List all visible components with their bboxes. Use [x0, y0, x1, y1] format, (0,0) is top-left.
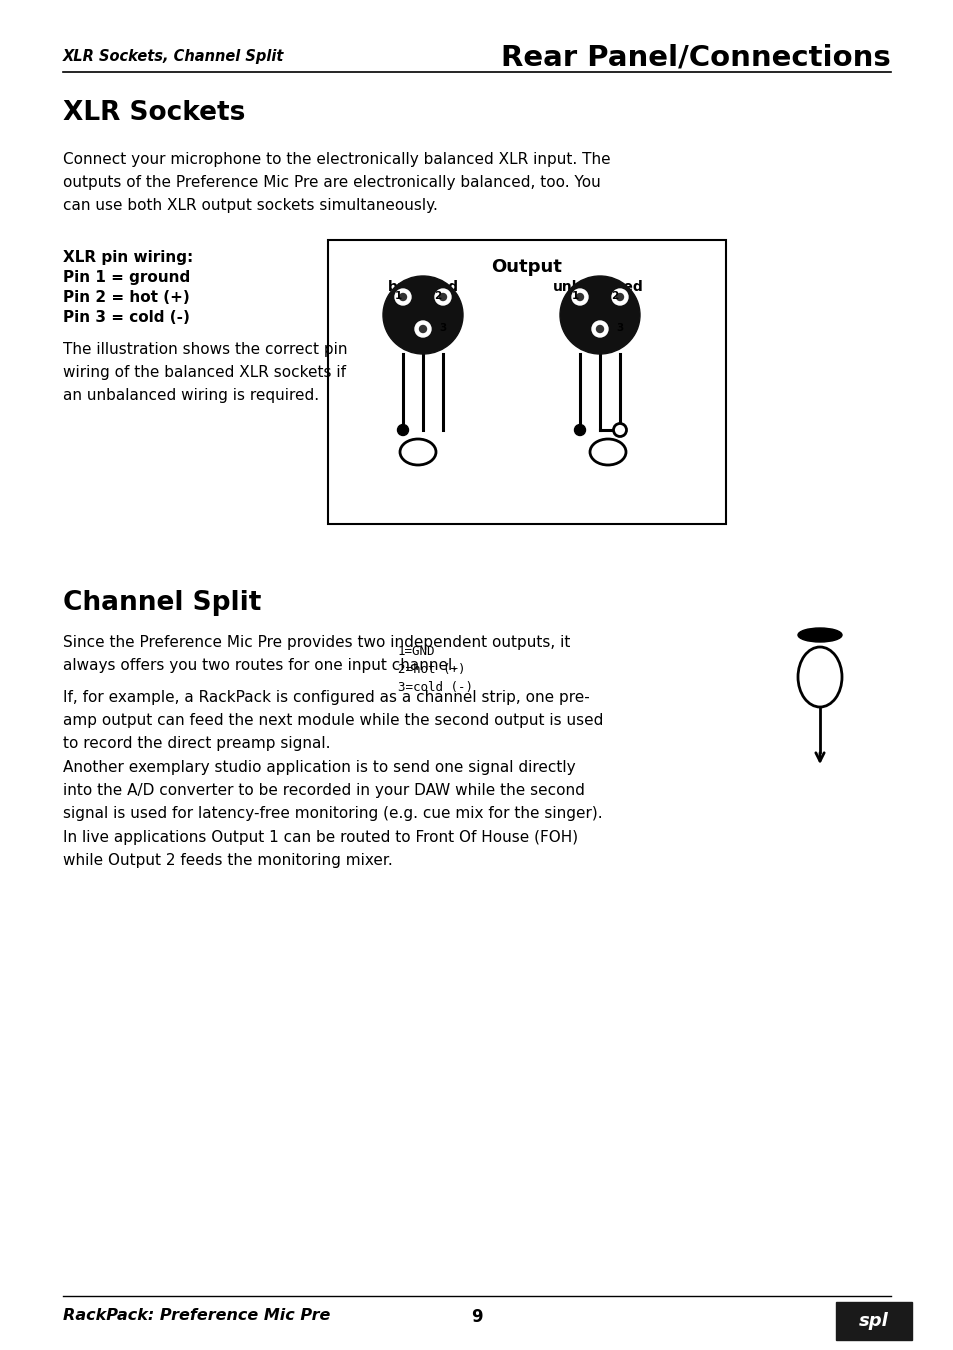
Circle shape: [415, 321, 431, 338]
Circle shape: [576, 293, 583, 301]
Text: Channel Split: Channel Split: [63, 590, 261, 616]
Text: balanced: balanced: [387, 279, 458, 294]
Circle shape: [616, 293, 623, 301]
Text: 2: 2: [611, 292, 618, 301]
Text: 3: 3: [616, 323, 623, 333]
Text: 1: 1: [394, 292, 401, 301]
Text: If, for example, a RackPack is configured as a channel strip, one pre-
amp outpu: If, for example, a RackPack is configure…: [63, 690, 602, 751]
Circle shape: [596, 325, 603, 332]
Circle shape: [572, 289, 587, 305]
Text: Since the Preference Mic Pre provides two independent outputs, it
always offers : Since the Preference Mic Pre provides tw…: [63, 634, 570, 672]
Text: Pin 1 = ground: Pin 1 = ground: [63, 270, 190, 285]
Ellipse shape: [559, 275, 639, 354]
Text: Pin 2 = hot (+): Pin 2 = hot (+): [63, 290, 190, 305]
Ellipse shape: [589, 439, 625, 464]
Text: XLR Sockets: XLR Sockets: [63, 100, 245, 126]
Circle shape: [395, 289, 411, 305]
Text: 1=GND
2=hot (+)
3=cold (-): 1=GND 2=hot (+) 3=cold (-): [397, 645, 473, 694]
Circle shape: [397, 424, 408, 436]
Text: Another exemplary studio application is to send one signal directly
into the A/D: Another exemplary studio application is …: [63, 760, 602, 821]
Text: unbalanced: unbalanced: [552, 279, 642, 294]
Text: Rear Panel/Connections: Rear Panel/Connections: [500, 43, 890, 72]
Text: spl: spl: [859, 1312, 888, 1330]
Circle shape: [435, 289, 451, 305]
Circle shape: [439, 293, 446, 301]
Text: RackPack: Preference Mic Pre: RackPack: Preference Mic Pre: [63, 1308, 330, 1323]
Circle shape: [612, 289, 627, 305]
Text: Connect your microphone to the electronically balanced XLR input. The
outputs of: Connect your microphone to the electroni…: [63, 153, 610, 212]
Text: XLR Sockets, Channel Split: XLR Sockets, Channel Split: [63, 50, 284, 65]
Text: Pin 3 = cold (-): Pin 3 = cold (-): [63, 310, 190, 325]
Text: 2: 2: [434, 292, 441, 301]
Circle shape: [613, 424, 626, 436]
Text: In live applications Output 1 can be routed to Front Of House (FOH)
while Output: In live applications Output 1 can be rou…: [63, 830, 578, 868]
Ellipse shape: [797, 628, 841, 643]
Text: XLR pin wiring:: XLR pin wiring:: [63, 250, 193, 265]
FancyBboxPatch shape: [835, 1301, 911, 1341]
Circle shape: [574, 424, 585, 436]
Circle shape: [399, 293, 406, 301]
Text: 3: 3: [439, 323, 446, 333]
Circle shape: [419, 325, 426, 332]
FancyBboxPatch shape: [328, 240, 725, 524]
Text: 9: 9: [471, 1308, 482, 1326]
Text: The illustration shows the correct pin
wiring of the balanced XLR sockets if
an : The illustration shows the correct pin w…: [63, 342, 347, 402]
Ellipse shape: [399, 439, 436, 464]
Circle shape: [592, 321, 607, 338]
Ellipse shape: [797, 647, 841, 707]
Text: Output: Output: [491, 258, 562, 275]
Text: 1: 1: [571, 292, 578, 301]
Ellipse shape: [382, 275, 462, 354]
